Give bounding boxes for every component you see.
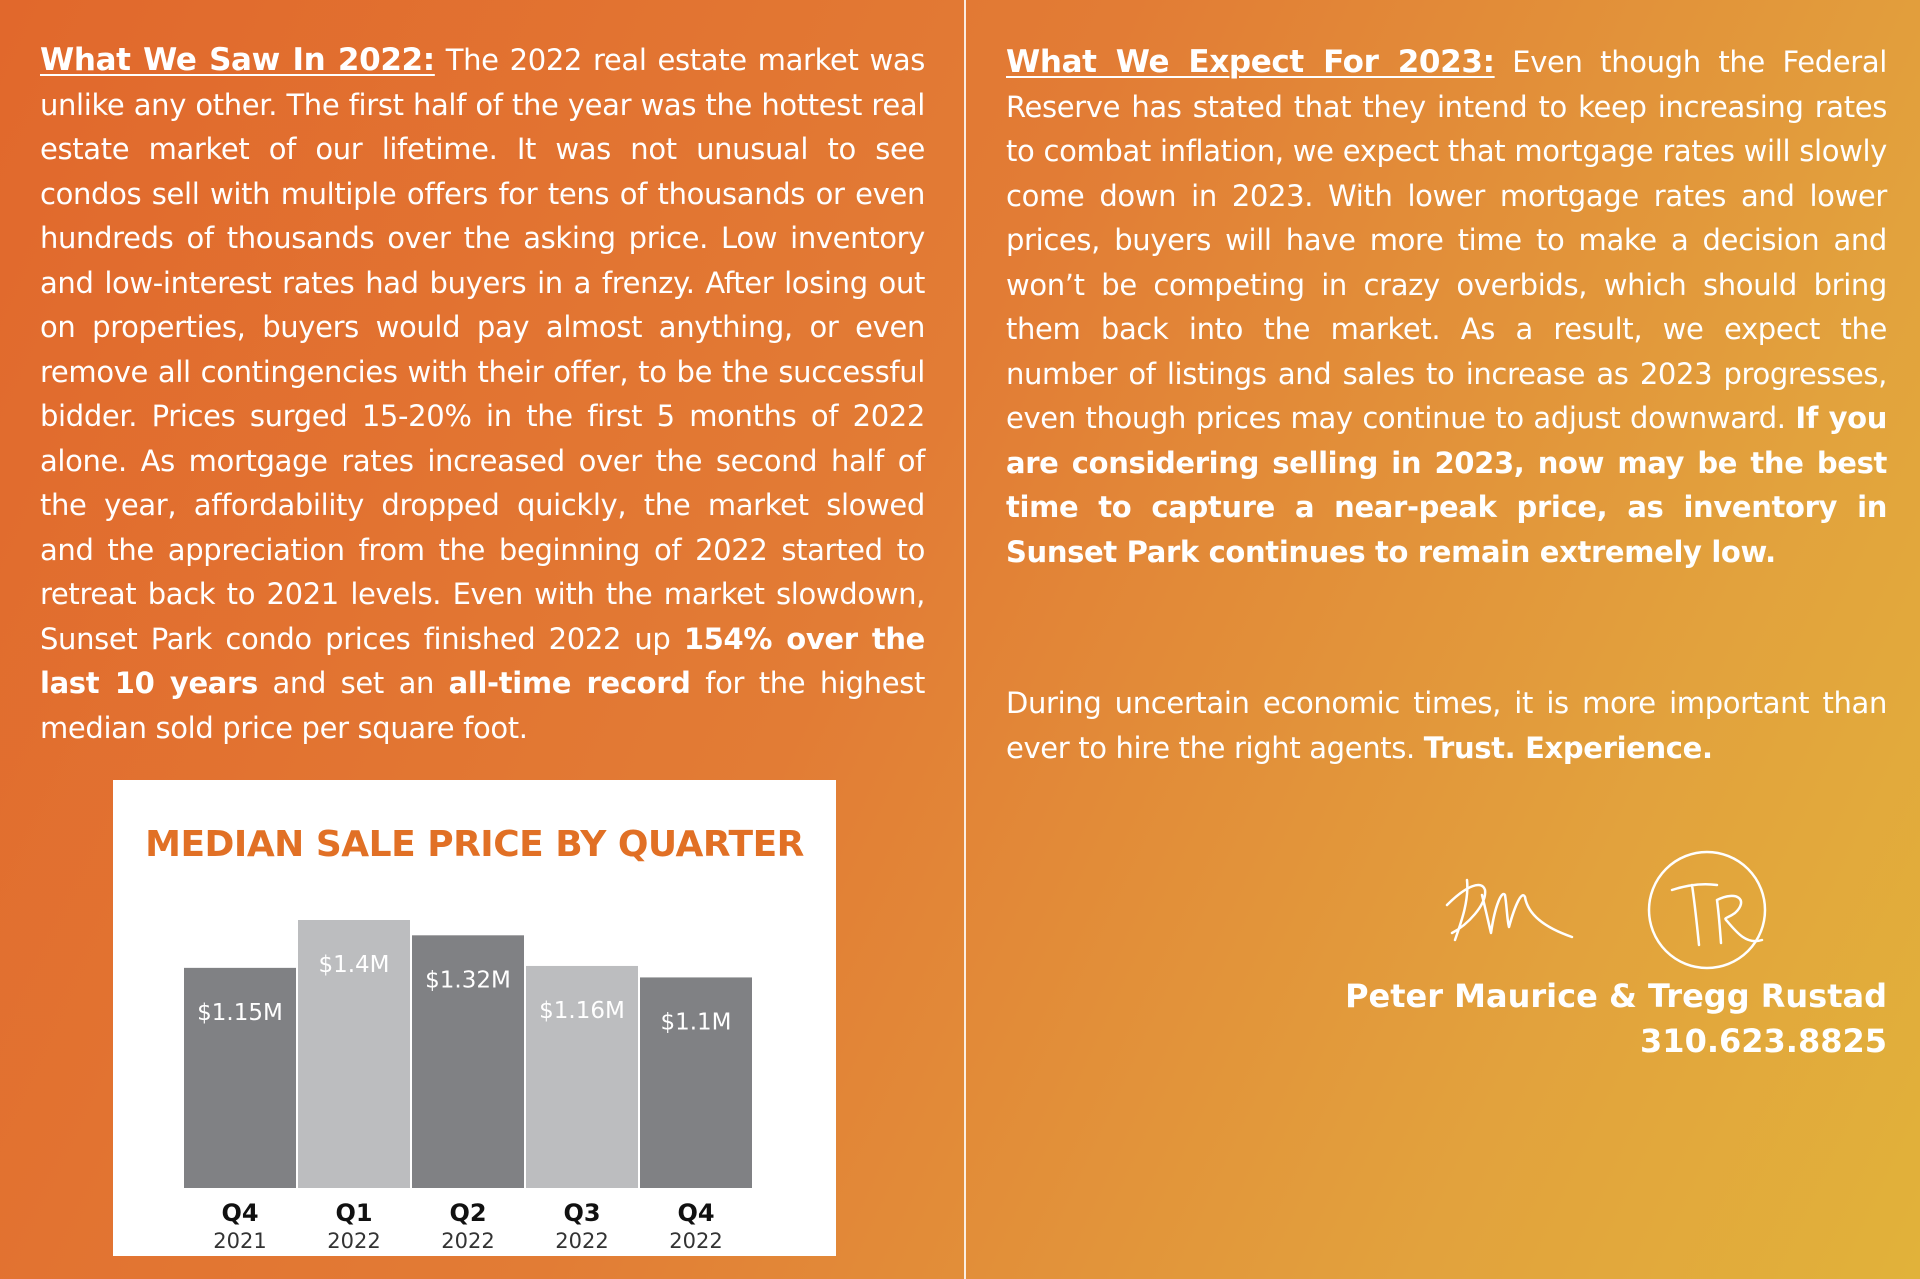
ten-year-growth-highlight: 154% over the last 10 years: [40, 621, 925, 701]
chart-title: MEDIAN SALE PRICE BY QUARTER: [145, 824, 804, 865]
data-label: $1.4M: [318, 952, 389, 978]
median-sale-price-chart: MEDIAN SALE PRICE BY QUARTER $1.15M Q4 202…: [113, 780, 836, 1256]
left-panel: What We Saw In 2022: The 2022 real estat…: [40, 38, 925, 1256]
peter-maurice-signature: [1445, 878, 1574, 942]
data-label: $1.16M: [539, 998, 625, 1024]
x-tick-year: 2021: [213, 1229, 266, 1253]
what-we-expect-heading: What We Expect For 2023:: [1006, 44, 1495, 80]
trust-experience-tagline: Trust. Experience.: [1423, 730, 1713, 765]
data-label: $1.15M: [197, 1000, 283, 1026]
what-we-expect-paragraph: What We Expect For 2023: Even though the…: [1006, 40, 1887, 574]
x-tick-quarter: Q4: [221, 1199, 258, 1227]
x-tick-year: 2022: [441, 1229, 494, 1253]
selling-recommendation-highlight: If you are considering selling in 2023, …: [1006, 401, 1887, 569]
panel-divider: [964, 0, 966, 1279]
what-we-saw-heading: What We Saw In 2022:: [40, 42, 435, 78]
agent-names: Peter Maurice & Tregg Rustad: [1345, 977, 1887, 1015]
bar-q4-2022: [640, 977, 752, 1188]
bar-q4-2021: [184, 967, 296, 1188]
paragraph-spacer: [1006, 574, 1887, 681]
what-we-saw-text-1: The 2022 real estate market was unlike a…: [40, 43, 926, 656]
tregg-rustad-signature: [1670, 882, 1764, 947]
all-time-record-highlight: all-time record: [448, 666, 691, 700]
trust-paragraph-text: During uncertain economic times, it is m…: [1006, 686, 1887, 765]
what-we-expect-text-1: Even though the Federal Reserve has stat…: [1006, 45, 1887, 435]
data-label: $1.1M: [660, 1009, 731, 1035]
what-we-saw-text-2: and set an: [257, 666, 449, 700]
handwritten-signatures: [1445, 850, 1767, 970]
x-tick-quarter: Q4: [677, 1199, 714, 1227]
chart-plot-area: $1.15MQ42021$1.4MQ12022$1.32MQ22022$1.16…: [184, 920, 752, 1253]
x-tick-year: 2022: [327, 1229, 380, 1253]
agent-phone: 310.623.8825: [1640, 1022, 1887, 1060]
trust-paragraph: During uncertain economic times, it is m…: [1006, 681, 1887, 770]
what-we-saw-paragraph: What We Saw In 2022: The 2022 real estat…: [40, 38, 925, 750]
data-label: $1.32M: [425, 967, 511, 993]
what-we-saw-text-3: for the highest median sold price per sq…: [40, 666, 925, 745]
x-tick-quarter: Q1: [335, 1199, 372, 1227]
tregg-rustad-signature-circle: [1647, 850, 1767, 970]
x-tick-quarter: Q3: [563, 1199, 600, 1227]
x-tick-quarter: Q2: [449, 1199, 486, 1227]
x-tick-year: 2022: [669, 1229, 722, 1253]
bar-q3-2022: [526, 965, 638, 1188]
bar-q1-2022: [298, 920, 410, 1188]
x-tick-year: 2022: [555, 1229, 608, 1253]
signature-block: Peter Maurice & Tregg Rustad 310.623.882…: [1345, 845, 1887, 1075]
bar-q2-2022: [412, 935, 524, 1188]
right-panel: What We Expect For 2023: Even though the…: [968, 0, 1920, 1279]
